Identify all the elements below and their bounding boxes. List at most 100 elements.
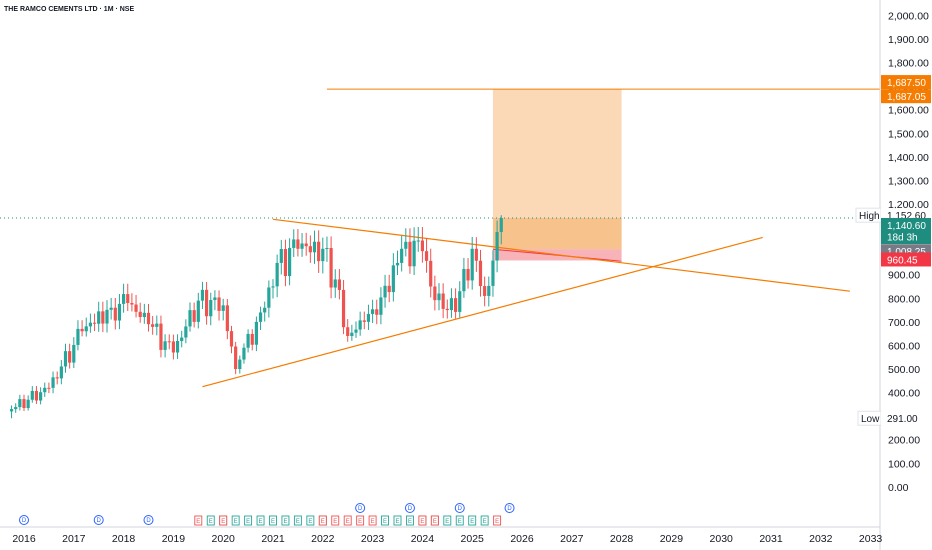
earnings-marker[interactable]	[206, 515, 215, 526]
dividend-marker[interactable]	[93, 515, 104, 525]
candle-body[interactable]	[462, 268, 466, 292]
earnings-marker[interactable]	[393, 515, 402, 526]
candle-body[interactable]	[275, 262, 279, 287]
candle-body[interactable]	[68, 351, 72, 363]
candle-body[interactable]	[180, 337, 184, 342]
earnings-marker[interactable]	[381, 515, 389, 526]
candle-body[interactable]	[288, 247, 292, 277]
earnings-marker[interactable]	[194, 515, 203, 526]
candle-body[interactable]	[495, 232, 499, 261]
candle-body[interactable]	[412, 240, 416, 267]
candle-body[interactable]	[416, 240, 420, 242]
candle-body[interactable]	[101, 311, 105, 324]
candle-body[interactable]	[283, 248, 288, 277]
candle-body[interactable]	[22, 399, 26, 409]
candle-body[interactable]	[142, 312, 146, 318]
earnings-marker[interactable]	[493, 515, 502, 526]
candle-body[interactable]	[474, 248, 478, 261]
candle-body[interactable]	[445, 308, 449, 311]
candle-body[interactable]	[213, 297, 217, 301]
candle-body[interactable]	[267, 287, 271, 308]
candle-body[interactable]	[379, 297, 383, 315]
earnings-marker[interactable]	[406, 515, 414, 526]
candle-body[interactable]	[167, 341, 171, 343]
candle-body[interactable]	[449, 298, 454, 311]
candle-body[interactable]	[184, 326, 188, 338]
candle-body[interactable]	[271, 286, 275, 288]
dividend-marker[interactable]	[355, 503, 366, 513]
candle-body[interactable]	[225, 305, 229, 332]
earnings-marker[interactable]	[331, 515, 340, 526]
candle-body[interactable]	[441, 293, 445, 309]
candle-body[interactable]	[304, 243, 308, 247]
earnings-marker[interactable]	[306, 515, 315, 526]
earnings-marker[interactable]	[269, 515, 277, 526]
candle-body[interactable]	[175, 341, 180, 353]
candle-body[interactable]	[122, 294, 126, 304]
candle-body[interactable]	[375, 309, 379, 315]
position-zones[interactable]	[492, 89, 622, 262]
candle-body[interactable]	[146, 312, 151, 325]
candle-body[interactable]	[337, 279, 341, 290]
candle-body[interactable]	[478, 260, 483, 287]
candle-body[interactable]	[408, 241, 412, 267]
candle-body[interactable]	[483, 286, 487, 296]
dividend-marker[interactable]	[143, 515, 154, 525]
trendline[interactable]	[202, 236, 763, 388]
candle-body[interactable]	[312, 241, 317, 253]
earnings-marker[interactable]	[455, 515, 464, 526]
dividend-marker[interactable]	[404, 503, 415, 513]
candle-body[interactable]	[47, 387, 51, 389]
candle-body[interactable]	[470, 248, 474, 281]
candle-body[interactable]	[84, 326, 88, 332]
candle-body[interactable]	[18, 399, 22, 408]
candle-body[interactable]	[171, 341, 175, 353]
candle-body[interactable]	[34, 390, 39, 401]
candle-body[interactable]	[105, 309, 109, 324]
candle-body[interactable]	[279, 248, 283, 263]
candle-body[interactable]	[117, 303, 122, 321]
candle-body[interactable]	[217, 297, 221, 311]
candle-body[interactable]	[354, 329, 358, 333]
candle-body[interactable]	[333, 279, 337, 288]
candle-body[interactable]	[296, 239, 300, 249]
candle-body[interactable]	[308, 246, 312, 253]
trendline[interactable]	[272, 218, 850, 292]
candle-body[interactable]	[113, 307, 117, 321]
candle-body[interactable]	[358, 320, 362, 330]
candle-body[interactable]	[454, 298, 458, 312]
candle-body[interactable]	[491, 260, 495, 286]
candle-body[interactable]	[205, 289, 209, 317]
earnings-marker[interactable]	[443, 515, 452, 526]
candle-body[interactable]	[350, 332, 354, 337]
candle-body[interactable]	[346, 327, 350, 337]
dividend-marker[interactable]	[504, 503, 515, 513]
candle-body[interactable]	[366, 313, 371, 322]
candle-body[interactable]	[383, 285, 387, 298]
candles[interactable]	[9, 215, 503, 419]
candle-body[interactable]	[263, 307, 267, 313]
earnings-marker[interactable]	[356, 515, 365, 526]
candle-body[interactable]	[55, 377, 59, 379]
candle-body[interactable]	[109, 307, 113, 310]
candle-body[interactable]	[321, 248, 325, 262]
candle-body[interactable]	[88, 322, 92, 327]
candle-body[interactable]	[429, 260, 433, 287]
candle-body[interactable]	[292, 239, 296, 248]
earnings-marker[interactable]	[418, 515, 427, 526]
earnings-marker[interactable]	[430, 515, 439, 526]
candle-body[interactable]	[424, 251, 429, 261]
candle-body[interactable]	[325, 247, 329, 249]
candle-body[interactable]	[80, 328, 84, 332]
candle-body[interactable]	[92, 322, 97, 324]
candle-body[interactable]	[458, 291, 462, 312]
candle-body[interactable]	[391, 265, 395, 293]
dividend-marker[interactable]	[454, 503, 465, 513]
candle-body[interactable]	[499, 217, 503, 233]
candle-body[interactable]	[242, 347, 246, 360]
candle-body[interactable]	[371, 309, 375, 314]
earnings-marker[interactable]	[480, 515, 489, 526]
candle-body[interactable]	[26, 399, 30, 409]
